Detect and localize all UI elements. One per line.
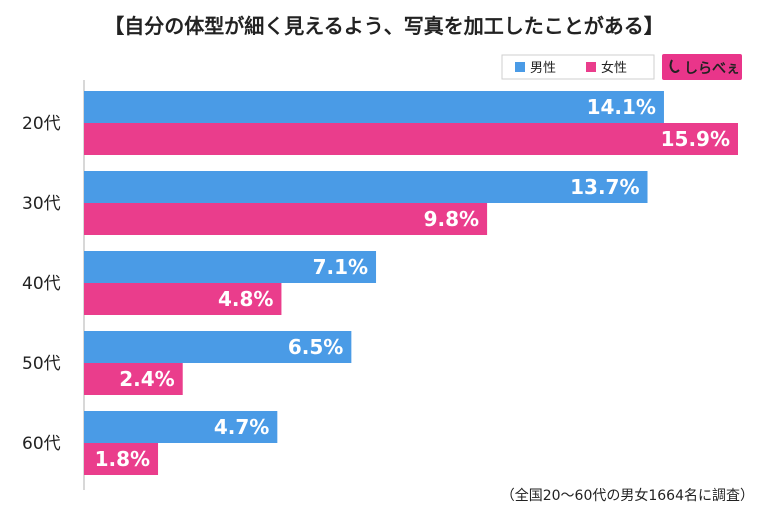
data-label: 14.1% (587, 95, 656, 119)
logo-background (662, 54, 742, 80)
bar-male (84, 331, 352, 363)
data-label: 6.5% (288, 335, 343, 359)
footnote: （全国20～60代の男女1664名に調査） (501, 487, 754, 504)
category-label: 50代 (22, 354, 61, 374)
data-label: 9.8% (424, 207, 479, 231)
data-label: 15.9% (661, 127, 730, 151)
category-label: 60代 (22, 434, 61, 454)
category-label: 20代 (22, 114, 61, 134)
data-label: 4.7% (214, 415, 269, 439)
plot-area: 20代 14.1%15.9% 30代 13.7% 9.8% 40代 7.1% 4.8% 50代 6… (22, 91, 738, 475)
logo-text: しらべぇ (684, 61, 740, 77)
legend: 男性 女性 (501, 54, 655, 80)
chart-title: 【自分の体型が細く見えるよう、写真を加工したことがある】 (104, 14, 663, 38)
data-label: 7.1% (313, 255, 368, 279)
bar-female (84, 363, 183, 395)
data-label: 4.8% (218, 287, 273, 311)
data-label: 13.7% (570, 175, 639, 199)
legend-label-male: 男性 (530, 61, 556, 76)
legend-swatch-male (515, 62, 525, 72)
bar-male (84, 251, 377, 283)
bar-female (84, 443, 159, 475)
bar-male (84, 91, 664, 123)
data-label: 1.8% (95, 447, 150, 471)
bar-female (84, 283, 282, 315)
legend-frame (501, 54, 655, 80)
category-label: 30代 (22, 194, 61, 214)
bar-female (84, 203, 488, 235)
logo-mark-icon (669, 59, 680, 73)
bar-female (84, 123, 738, 155)
data-label: 2.4% (119, 367, 174, 391)
bar-male (84, 171, 648, 203)
legend-swatch-female (586, 62, 596, 72)
legend-label-female: 女性 (601, 60, 627, 76)
category-label: 40代 (22, 274, 61, 294)
logo: しらべぇ (662, 54, 742, 80)
bar-male (84, 411, 278, 443)
